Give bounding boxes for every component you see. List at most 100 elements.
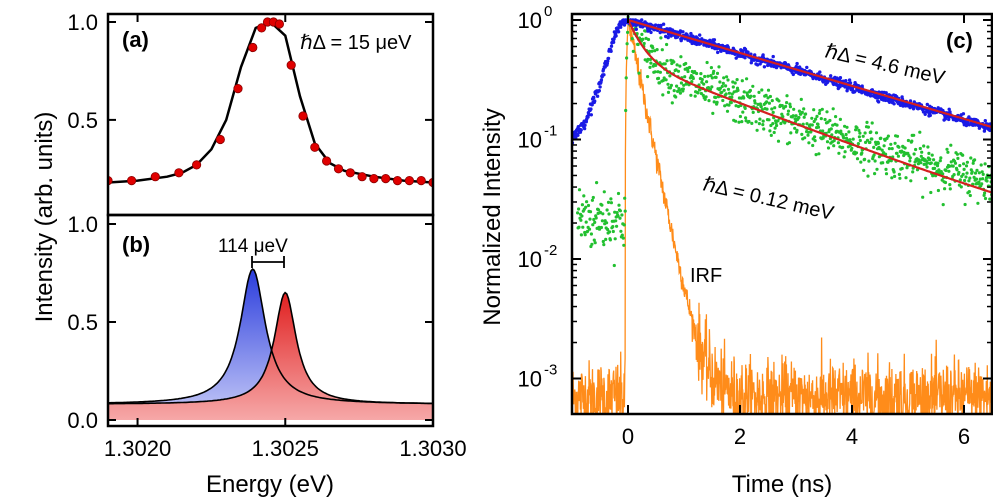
green-data-point [577,207,581,211]
green-data-point [720,84,724,88]
green-data-point [583,233,587,237]
green-data-point [607,212,611,216]
panel-b-ytick-label: 1.0 [67,212,98,237]
green-data-point [814,117,818,121]
blue-data-point [616,30,621,34]
green-data-point [589,232,594,236]
green-data-point [779,121,783,126]
green-data-point [893,141,897,145]
splitting-annotation: 114 μeV [218,236,288,257]
blue-data-point [925,102,929,107]
green-data-point [859,160,863,164]
green-data-point [592,238,596,242]
green-data-point [654,63,658,67]
green-data-point [720,90,724,94]
green-data-point [715,100,719,104]
green-data-point [855,126,859,130]
green-data-point [922,144,926,148]
green-data-point [757,90,761,94]
green-data-point [588,210,593,214]
blue-data-point [848,81,853,85]
panel-b-ytick-label: 0.5 [67,310,98,335]
green-data-point [729,101,733,105]
green-data-point [660,48,664,52]
green-data-point [839,129,843,133]
panel-a-data-point [452,178,460,186]
blue-data-point [587,113,591,117]
green-data-point [596,208,601,212]
green-data-point [929,190,933,195]
green-data-point [679,55,683,59]
blue-data-point [609,49,613,53]
green-data-point [760,88,764,92]
green-data-point [832,144,836,148]
green-data-point [791,114,795,118]
green-data-point [860,151,864,155]
blue-data-point [576,133,580,137]
green-data-point [773,106,777,110]
green-data-point [759,105,763,109]
green-data-point [821,129,825,133]
blue-data-point [795,61,799,66]
green-data-point [637,71,641,75]
green-data-point [854,151,859,155]
panel-b-xtick-label: 1.3030 [399,436,466,461]
green-data-point [618,216,622,220]
green-data-point [731,80,735,84]
green-data-point [661,78,665,83]
green-data-point [689,93,693,97]
green-data-point [935,164,940,168]
green-data-point [661,93,665,97]
green-data-point [690,80,694,84]
green-data-point [898,176,902,180]
green-data-point [813,135,817,139]
green-data-point [857,135,862,139]
green-data-point [842,136,846,140]
green-data-point [750,121,754,125]
green-data-point [710,76,714,80]
green-data-point [969,156,973,160]
green-data-point [678,64,682,68]
green-data-point [742,96,746,100]
green-data-point [624,108,628,113]
green-data-point [620,213,624,217]
green-data-point [952,173,956,177]
panel-a-data-point [321,156,332,166]
blue-data-point [928,113,932,118]
green-data-point [980,182,984,186]
green-data-point [730,92,734,96]
blue-data-point [947,117,951,122]
green-data-point [616,214,620,218]
green-data-point [706,74,710,78]
green-data-point [595,181,599,185]
green-data-point [772,130,776,135]
green-data-point [817,152,821,156]
shared-ylabel-left: Intensity (arb. units) [31,112,58,323]
green-data-point [804,112,808,116]
green-data-point [965,171,969,175]
green-data-point [983,196,988,201]
blue-data-point [634,27,638,31]
green-data-point [785,101,789,105]
green-data-point [666,82,670,86]
blue-data-point [884,98,888,103]
green-data-point [722,76,726,80]
green-data-point [714,75,718,79]
green-data-point [889,159,893,163]
panel-a-data-point [215,134,225,145]
fit-slow-splitting [627,19,992,194]
green-data-point [870,137,874,141]
green-data-point [858,138,862,143]
panel-a-data-point [286,60,296,70]
panel-a-data-point [192,160,202,170]
blue-data-point [681,30,685,34]
panel-c-ytick-label: 10 [518,367,542,392]
green-data-point [814,153,818,157]
green-data-point [786,112,790,116]
green-data-point [971,161,975,165]
green-data-point [919,161,923,165]
blue-data-point [595,94,600,98]
green-data-point [702,82,706,86]
green-data-point [933,166,937,170]
